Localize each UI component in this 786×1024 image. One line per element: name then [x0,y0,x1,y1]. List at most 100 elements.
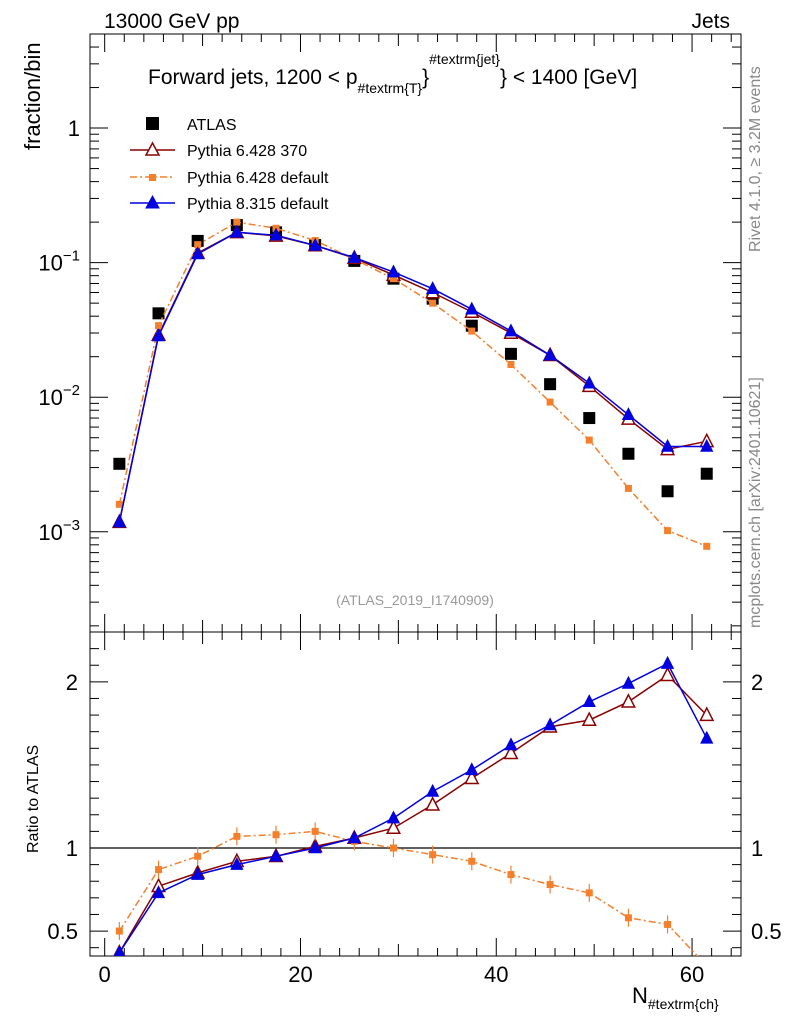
ratio-p6-default-point [389,844,397,852]
ratio-p8-default-point [386,810,401,824]
main-y-tick-exp: −1 [63,248,80,265]
p6-default-point [507,361,515,369]
p8-default-point [386,264,401,278]
plot-title-part-1: Forward jets, 1200 < p [148,66,358,89]
x-axis-label-sub: #textrm{ch} [648,996,719,1012]
ratio-p6-default-point [194,852,202,860]
p6-default-point [624,484,632,492]
x-tick-label: 0 [99,962,111,987]
p6-default-line [118,221,707,547]
p8-default-point [112,514,126,528]
atlas-data-point [544,378,557,391]
ratio-p8-default-point [113,945,126,956]
atlas-data-point [661,485,674,498]
p6-default-point [194,241,202,249]
p8-default-point [660,438,675,452]
ratio-p6-370-point [620,693,636,708]
legend-label-atlas: ATLAS [187,117,237,134]
ratio-p6-370-point [699,706,715,722]
p6-default-point [585,436,593,444]
x-tick-label: 20 [288,962,312,987]
main-y-tick-base: 10 [38,520,62,545]
x-axis-label-base: N [632,983,648,1008]
plot-title-brace: } [422,66,429,89]
legend-label-p6-370: Pythia 6.428 370 [187,143,307,160]
p8-default-point [151,328,166,342]
p6-default-point [429,299,437,307]
main-y-tick-exp: −2 [63,382,80,399]
atlas-data-point [113,457,126,470]
main-y-label: fraction/bin [20,42,45,150]
p6-default-point [233,218,241,226]
p8-default-point [269,227,283,241]
p8-default-point [426,281,440,294]
p6-default-point [468,327,476,335]
x-tick-label: 60 [680,962,704,987]
ratio-p6-370-line [118,674,708,954]
p8-default-point [230,224,244,238]
p8-default-point [700,438,714,452]
header-left: 13000 GeV pp [104,10,239,33]
main-y-tick-label: 10−2 [38,382,80,410]
ratio-p6-default-line [118,830,699,956]
ratio-y-tick-label: 1 [66,836,78,861]
ratio-plot-frame [89,631,742,957]
plot-title: Forward jets, 1200 < p#textrm{T}}#textrm… [148,51,637,96]
ratio-p6-default-point [233,832,241,840]
plot-title-sub: #textrm{T} [358,80,423,96]
ratio-p8-default-point [269,848,283,862]
ratio-p6-370-point [503,744,519,760]
ratio-p6-default-point [311,827,319,835]
ratio-y-tick-label: 2 [66,670,78,695]
main-y-tick-base: 10 [38,385,62,410]
ratio-p6-default-point [624,914,632,922]
ratio-p8-default-point [504,737,518,751]
x-axis-label: N#textrm{ch} [632,983,719,1012]
ratio-p6-370-point [425,796,441,811]
atlas-data-point [622,447,635,460]
main-axes: 110−110−210−3 [38,33,741,632]
ratio-p6-default-point [507,871,515,879]
atlas-data-point [504,347,517,360]
ratio-p6-default-point [468,857,476,865]
legend-marker-atlas [146,117,159,130]
p8-default-line [118,231,707,523]
main-y-tick-label: 10−3 [38,517,80,545]
ratio-marks [113,655,715,956]
ratio-p6-default-point [429,851,437,859]
main-y-tick-exp: −3 [63,517,80,534]
atlas-data-point [152,307,165,320]
p6-default-point [664,527,672,535]
ratio-y-tick-label-right: 0.5 [751,919,782,944]
p8-default-point [621,407,636,421]
ratio-y-label: Ratio to ATLAS [25,745,42,853]
ratio-p6-370-point [385,819,402,835]
legend-marker-p6-370 [144,141,161,156]
ratio-p6-default-point [664,920,672,928]
atlas-data-point [700,467,713,480]
p8-default-point [347,249,361,263]
ratio-p8-default-point [621,675,636,689]
plot-title-sup: #textrm{jet} [429,51,500,67]
legend-marker-p8-default [145,194,160,209]
x-axis: 0 20 40 60 [99,962,705,987]
ratio-p8-default-point [582,694,596,708]
ratio-y-tick-label-right: 2 [751,670,763,695]
analysis-watermark: (ATLAS_2019_I1740909) [336,592,494,608]
legend-marker-p6-default [149,174,156,181]
header-right: Jets [691,10,730,33]
p8-default-point [191,246,205,260]
ratio-p8-default-point [151,885,166,899]
ratio-p8-default-point [347,830,361,844]
ratio-p6-370-point [660,666,676,682]
rivet-label: Rivet 4.1.0, ≥ 3.2M events [747,66,764,252]
p6-default-point [155,322,163,330]
p6-default-point [389,275,397,283]
main-y-tick-base: 10 [38,251,62,276]
ratio-p6-default-point [272,831,280,839]
ratio-p8-default-point [426,783,440,797]
legend: ATLAS Pythia 6.428 370 Pythia 6.428 defa… [130,117,329,213]
main-marks [111,218,715,550]
atlas-data-point [583,412,596,425]
